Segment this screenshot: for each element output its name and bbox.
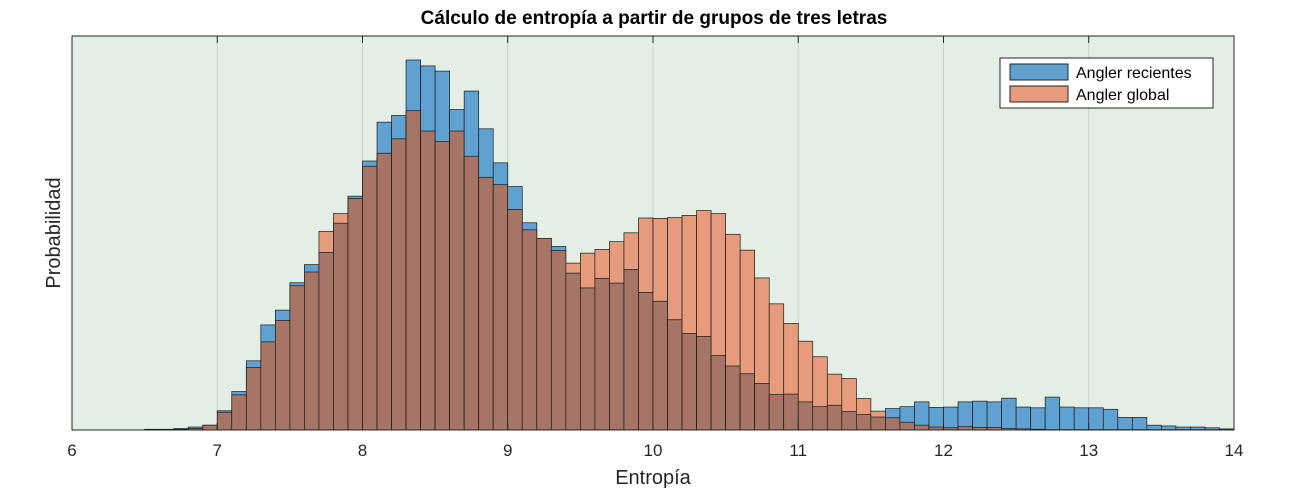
bar-angler-recientes [957, 401, 973, 431]
bar-overlap [434, 141, 450, 431]
legend-label-global: Angler global [1076, 87, 1169, 104]
bar-angler-recientes [972, 400, 988, 431]
bar-overlap [812, 406, 828, 431]
chart-title: Cálculo de entropía a partir de grupos d… [421, 8, 888, 29]
bar-overlap [492, 184, 509, 431]
bar-overlap [667, 319, 683, 431]
bar-overlap [463, 155, 480, 431]
bar-overlap [826, 404, 843, 431]
bar-overlap [376, 152, 392, 431]
bar-overlap [783, 393, 799, 431]
bar-overlap [333, 222, 349, 431]
bar-overlap [681, 333, 697, 431]
bar-overlap [768, 394, 785, 431]
bars [144, 59, 1235, 431]
bar-overlap [362, 165, 378, 431]
bar-angler-recientes [1015, 406, 1031, 431]
bar-overlap [420, 130, 436, 431]
bar-overlap [870, 416, 886, 431]
x-tick-label: 6 [67, 441, 76, 460]
legend-swatch-global [1009, 85, 1069, 103]
legend-label-recientes: Angler recientes [1076, 65, 1192, 82]
bar-angler-recientes [1044, 396, 1061, 431]
bar-overlap [202, 424, 218, 431]
bar-overlap [347, 198, 363, 431]
bar-angler-recientes [943, 406, 959, 431]
bar-angler-recientes [1131, 417, 1148, 431]
bar-angler-recientes [1088, 407, 1104, 431]
x-axis-label: Entropía [615, 467, 691, 489]
bar-overlap [580, 287, 596, 431]
bar-overlap [245, 367, 262, 431]
bar-overlap [739, 373, 756, 431]
bar-overlap [260, 341, 276, 431]
bar-overlap [725, 365, 741, 431]
bar-overlap [304, 271, 320, 431]
x-tick-label: 12 [934, 441, 953, 460]
x-axis: 6 7 8 9 10 11 12 13 14 [67, 36, 1243, 460]
bar-overlap [318, 252, 334, 431]
bar-angler-recientes [1001, 397, 1017, 431]
bar-angler-recientes [1073, 407, 1090, 431]
bar-angler-recientes [986, 401, 1002, 431]
bar-angler-recientes [928, 407, 944, 431]
bar-overlap [550, 250, 567, 431]
x-tick-label: 8 [358, 441, 367, 460]
bar-overlap [841, 411, 857, 431]
bar-overlap [449, 130, 465, 431]
bar-angler-recientes [1059, 406, 1075, 431]
bar-overlap [754, 383, 770, 431]
bar-overlap [565, 272, 581, 431]
legend: Angler recientes Angler global [999, 57, 1214, 109]
bar-overlap [797, 401, 814, 431]
x-tick-label: 9 [503, 441, 512, 460]
bar-overlap [289, 285, 305, 431]
bar-overlap [899, 421, 915, 431]
bar-overlap [216, 411, 233, 431]
x-tick-label: 11 [789, 441, 807, 460]
bar-angler-recientes [1030, 407, 1046, 431]
y-axis-label: Probabilidad [43, 177, 65, 288]
bar-overlap [855, 414, 872, 431]
x-tick-label: 10 [644, 441, 663, 460]
x-tick-label: 13 [1079, 441, 1098, 460]
bar-overlap [710, 355, 726, 431]
bar-overlap [638, 292, 654, 431]
bar-overlap [885, 417, 901, 431]
bar-overlap [231, 394, 247, 431]
bar-overlap [275, 320, 291, 431]
bar-overlap [507, 209, 523, 431]
bar-overlap [521, 229, 538, 431]
bar-overlap [914, 424, 930, 431]
x-tick-label: 14 [1225, 441, 1244, 460]
bar-overlap [623, 269, 639, 431]
legend-swatch-recientes [1009, 63, 1069, 81]
bar-overlap [536, 237, 552, 431]
x-tick-label: 7 [213, 441, 222, 460]
bar-angler-recientes [1102, 408, 1119, 431]
bar-overlap [478, 176, 494, 431]
bar-overlap [652, 300, 668, 431]
bar-overlap [405, 110, 421, 431]
bar-angler-recientes [1117, 417, 1133, 431]
bar-overlap [391, 138, 407, 431]
bar-overlap [696, 336, 712, 431]
bar-overlap [609, 282, 625, 431]
bar-angler-recientes [1146, 424, 1162, 431]
bar-overlap [594, 277, 610, 431]
